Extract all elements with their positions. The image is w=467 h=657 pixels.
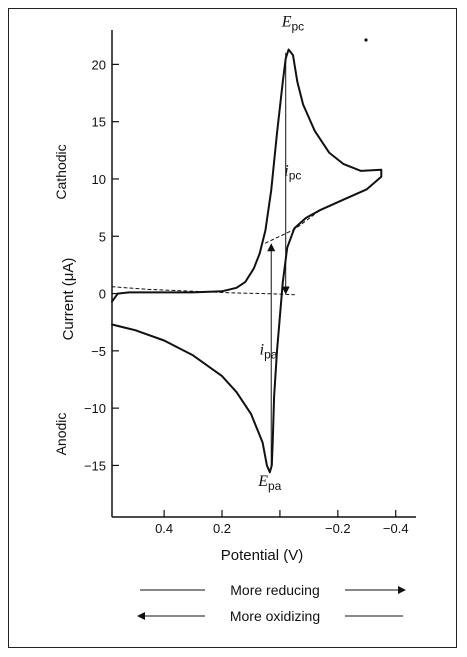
y-tick-label: −5 (91, 344, 106, 359)
cathodic-label: Cathodic (53, 144, 69, 199)
direction-label-1: More oxidizing (230, 608, 320, 624)
y-tick-label: 10 (92, 172, 106, 187)
x-axis-title: Potential (V) (221, 547, 304, 564)
y-tick-label: 20 (92, 57, 106, 72)
peak-label-epa: Epa (257, 473, 281, 493)
direction-labels: More reducing More oxidizing (137, 582, 406, 624)
anodic-label: Anodic (53, 413, 69, 456)
y-tick-label: −10 (84, 401, 106, 416)
x-tick-label: 0.2 (213, 521, 231, 536)
baseline-dashed-1 (111, 286, 295, 296)
curves (111, 48, 383, 474)
direction-label-0: More reducing (230, 582, 320, 598)
voltammogram-curve (111, 48, 383, 474)
x-tick-label: 0.4 (155, 521, 173, 536)
speck-dot (364, 38, 368, 42)
axes: 20 15 10 5 0 −5 −10 −15 0.4 0.2 −0.2 −0.4 (84, 30, 416, 536)
x-tick-label: −0.2 (325, 521, 351, 536)
peak-label-epc: Epc (281, 14, 304, 34)
baseline-dashed-2 (264, 209, 321, 244)
y-tick-label: −15 (84, 458, 106, 473)
y-tick-label: 15 (92, 115, 106, 130)
x-tick-label: −0.4 (383, 521, 409, 536)
peak-label-ipa: ipa (260, 341, 278, 361)
y-tick-label: 5 (99, 229, 106, 244)
annotations: Epc ipc ipa Epa (257, 14, 368, 493)
peak-label-ipc: ipc (284, 163, 301, 183)
y-axis-title: Current (μA) (60, 258, 77, 341)
y-tick-label: 0 (99, 287, 106, 302)
figure-frame (8, 8, 457, 648)
